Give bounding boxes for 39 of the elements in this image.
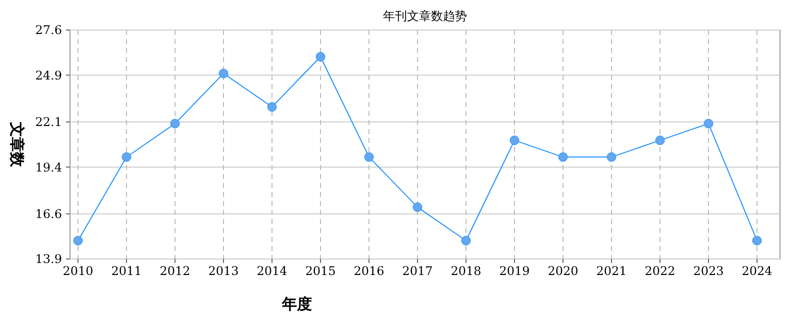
point xyxy=(752,236,762,246)
x-tick-label: 2024 xyxy=(742,264,773,278)
y-tick-label: 19.4 xyxy=(35,160,62,174)
point xyxy=(170,118,180,128)
chart-title: 年刊文章数趋势 xyxy=(383,9,467,23)
x-tick-label: 2010 xyxy=(62,264,94,278)
point xyxy=(267,102,277,112)
x-tick-label: 2012 xyxy=(160,264,190,278)
x-tick-label: 2023 xyxy=(693,264,724,278)
point xyxy=(461,236,471,246)
x-tick-label: 2015 xyxy=(305,264,336,278)
x-tick-label: 2016 xyxy=(354,264,384,278)
point xyxy=(122,152,132,162)
x-tick-label: 2013 xyxy=(208,264,239,278)
point xyxy=(73,236,83,246)
x-tick-label: 2018 xyxy=(450,264,482,278)
point xyxy=(316,52,326,62)
y-tick-label: 16.6 xyxy=(35,207,62,222)
point xyxy=(412,202,422,212)
x-axis-title: 年度 xyxy=(281,295,312,313)
point xyxy=(606,152,616,162)
point xyxy=(655,136,665,146)
point xyxy=(558,152,568,162)
x-tick-label: 2011 xyxy=(111,264,142,278)
x-tick-label: 2019 xyxy=(499,264,530,278)
point xyxy=(218,68,228,78)
point xyxy=(364,152,374,162)
x-tick-label: 2014 xyxy=(256,264,288,278)
y-axis-title: 文章数 xyxy=(8,121,26,168)
y-tick-label: 13.9 xyxy=(35,252,62,266)
point xyxy=(704,118,714,128)
y-tick-label: 24.9 xyxy=(35,68,62,82)
y-tick-label: 27.6 xyxy=(35,23,62,38)
x-tick-label: 2020 xyxy=(548,264,578,278)
x-tick-label: 2017 xyxy=(402,264,433,278)
point xyxy=(510,136,520,146)
y-tick-label: 22.1 xyxy=(35,115,62,130)
x-tick-label: 2021 xyxy=(596,264,627,278)
x-tick-label: 2022 xyxy=(644,264,676,278)
